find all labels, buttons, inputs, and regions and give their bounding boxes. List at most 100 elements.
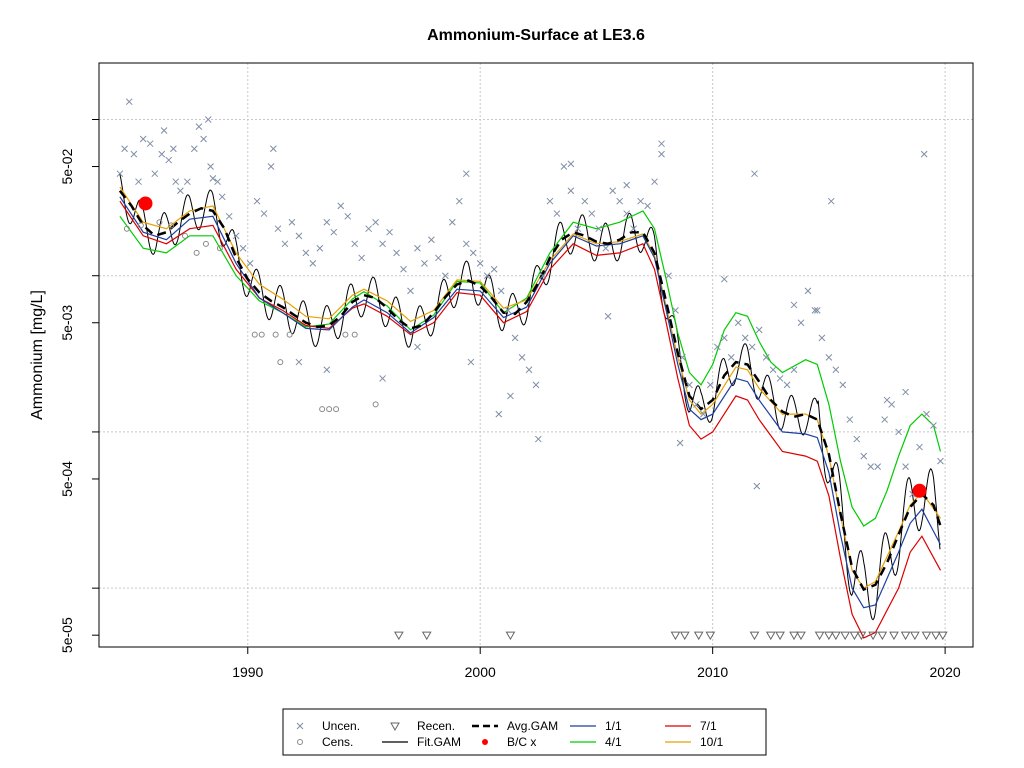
uncensored-point [407,287,414,295]
uncensored-point [351,240,359,248]
recensored-point [921,631,932,641]
x-tick-label: 2020 [930,664,961,680]
uncensored-point [937,457,944,465]
uncensored-point [874,463,882,470]
recensored-point [393,631,404,641]
uncensored-point [190,145,198,153]
uncensored-point [860,452,868,460]
uncensored-point [207,163,214,170]
uncensored-point [495,410,503,418]
y-tick-label: 5e-05 [59,617,75,653]
uncensored-point [158,150,166,158]
uncensored-point [895,428,902,436]
y-tick-label: 5e-04 [59,461,75,497]
uncensored-point [637,197,644,205]
recensored-point [765,631,776,641]
uncensored-point [902,463,909,470]
uncensored-point [232,232,240,240]
uncensored-point [507,392,514,400]
uncensored-point [602,244,610,252]
censored-point [193,249,200,256]
uncensored-point [302,249,310,257]
uncensored-point [630,225,637,233]
legend-marker-censored [297,739,303,745]
uncensored-point [116,170,124,178]
chart-title: Ammonium-Surface at LE3.6 [427,27,645,44]
uncensored-point [581,197,589,205]
uncensored-point [604,312,612,320]
series-4-1 [119,210,942,527]
uncensored-point [902,388,909,396]
y-axis-label: Ammonium [mg/L] [29,290,46,420]
legend-label: 10/1 [700,735,724,749]
y-axis: 5e-02 5e-03 5e-04 5e-05 [59,119,99,653]
uncensored-point [225,212,233,220]
uncensored-point [825,354,833,361]
uncensored-point [462,170,470,178]
uncensored-point [435,254,442,262]
uncensored-point [497,287,505,295]
uncensored-point [441,272,449,280]
recensored-point [749,631,760,641]
uncensored-point [706,381,714,389]
uncensored-point [365,225,372,233]
recensored-point [910,631,920,641]
uncensored-point [818,334,826,342]
uncensored-point [448,218,456,226]
legend-label: 7/1 [700,719,717,733]
legend-label: 1/1 [605,719,622,733]
legend-marker-uncensored [296,722,304,730]
series-fit-gam [119,174,941,621]
recensored-point [421,631,432,641]
uncensored-point [139,135,147,143]
series-10-1 [119,186,941,589]
legend-label: 4/1 [605,735,622,749]
uncensored-point [330,228,338,236]
uncensored-point [183,178,191,186]
recensored-point [679,631,690,641]
uncensored-point [588,210,596,217]
uncensored-point [504,307,512,314]
recensored-point [789,631,799,641]
recensored-point [670,631,681,641]
uncensored-point [165,156,173,164]
uncensored-point [797,319,805,327]
uncensored-point [595,225,603,233]
recensored-point [824,631,834,641]
censored-point [258,331,265,338]
uncensored-point [839,381,847,389]
uncensored-point [288,218,296,226]
censored-point [137,222,144,229]
uncensored-point [323,218,331,226]
grid [99,63,973,647]
uncensored-point [832,366,840,374]
uncensored-point [372,218,379,226]
recensored-point [937,631,948,641]
uncensored-point [518,354,526,361]
uncensored-point [883,396,891,404]
y-tick-label: 5e-02 [59,148,75,184]
uncensored-point [379,375,386,382]
uncensored-point [295,358,303,366]
uncensored-point [532,381,540,389]
censored-point [351,331,358,338]
uncensored-point [358,254,366,262]
uncensored-point [323,366,331,374]
uncensored-point [693,401,700,408]
uncensored-point [253,197,261,205]
legend-label: Avg.GAM [507,719,558,733]
plot-frame [98,62,974,648]
uncensored-point [400,265,407,273]
uncensored-point [200,135,207,143]
legend-label: Cens. [322,735,353,749]
recensored-point [877,631,888,641]
uncensored-point [269,145,277,153]
recensored-point [796,631,806,641]
censored-point [372,401,379,408]
recensored-point [889,631,899,641]
uncensored-point [720,275,728,283]
uncensored-point [160,127,168,134]
uncensored-point [170,145,177,153]
legend: Uncen. Cens. Recen. Fit.GAM Avg.GAM B/C x 1/1 4… [282,708,767,756]
censored-point [216,245,223,252]
